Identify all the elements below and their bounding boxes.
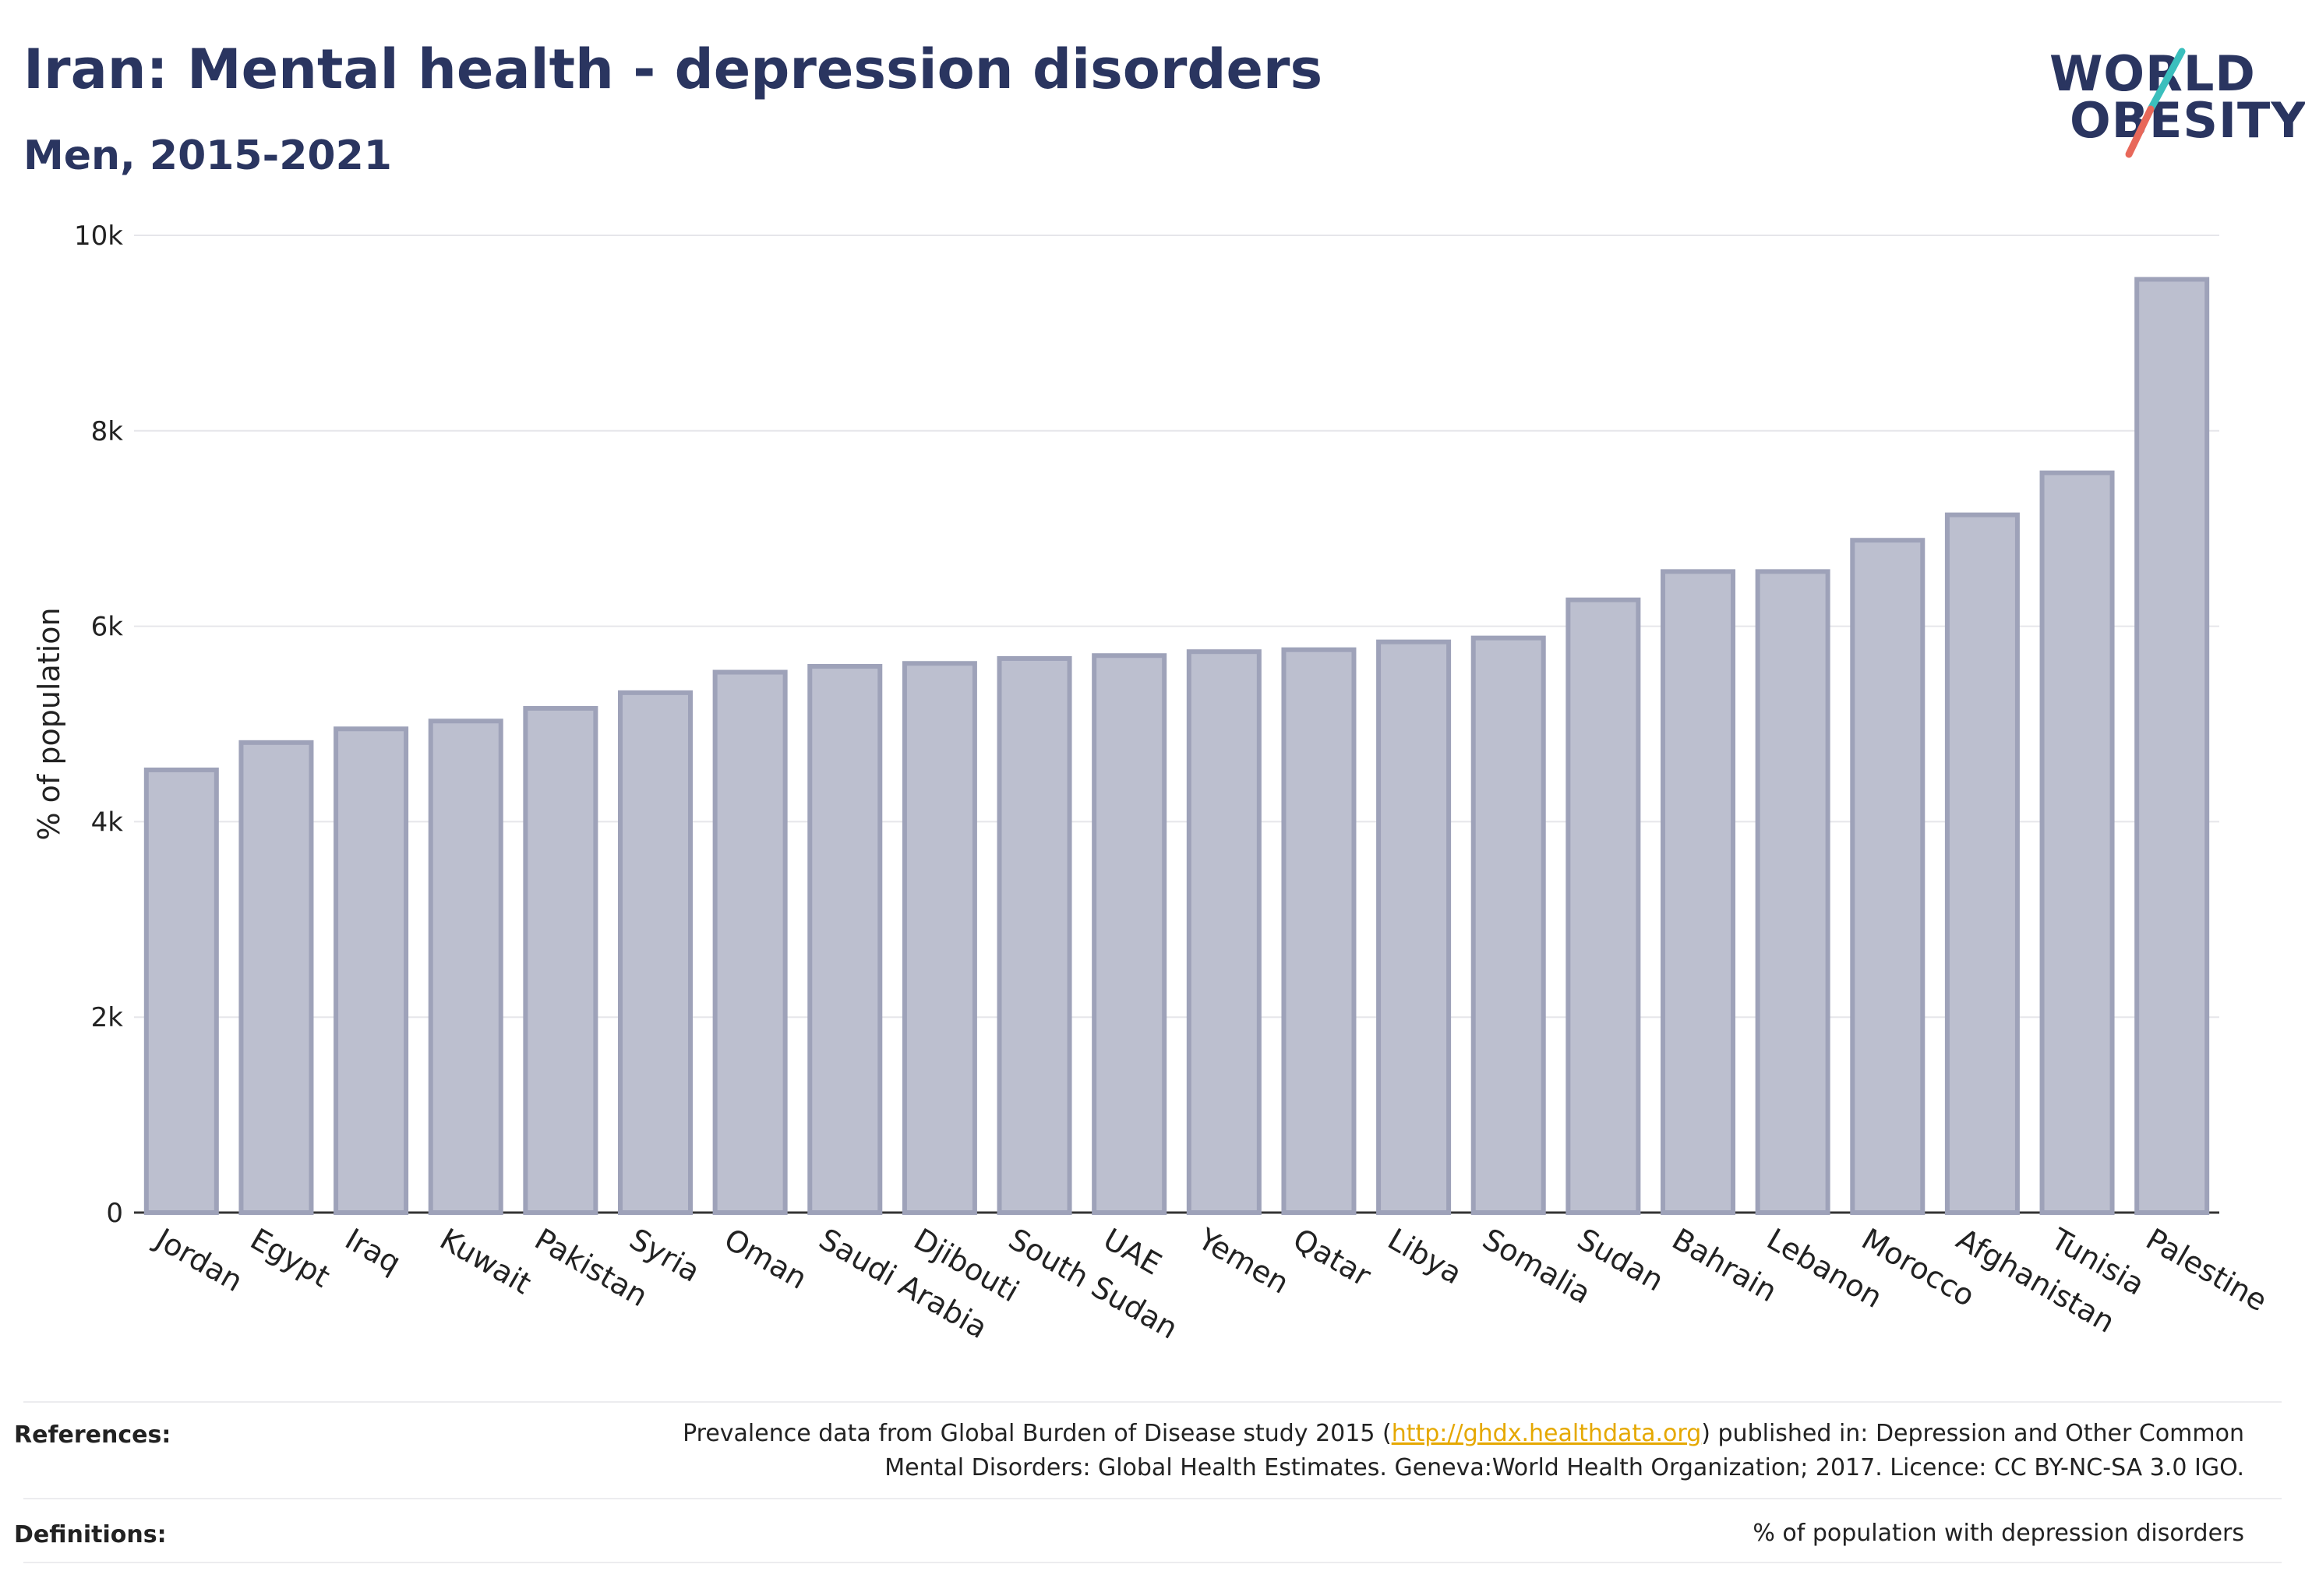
x-tick-label: Qatar xyxy=(1287,1222,1377,1294)
bar-lebanon[interactable] xyxy=(1755,569,1830,1215)
y-tick-label: 10k xyxy=(74,221,123,252)
references-line1-pre: Prevalence data from Global Burden of Di… xyxy=(683,1420,1392,1447)
bar-morocco[interactable] xyxy=(1850,538,1926,1215)
y-tick-label: 8k xyxy=(91,416,124,447)
logo-line-2: OBESITY xyxy=(2070,92,2305,149)
y-axis-title: % of population xyxy=(32,607,66,840)
bar-afghanistan[interactable] xyxy=(1944,512,2020,1215)
bar-oman[interactable] xyxy=(712,669,788,1215)
bar-uae[interactable] xyxy=(1092,653,1167,1215)
world-obesity-logo: WORLD OBESITY xyxy=(2042,23,2305,164)
x-tick-label: Libya xyxy=(1382,1222,1468,1291)
bar-sudan[interactable] xyxy=(1565,597,1641,1215)
bar-egypt[interactable] xyxy=(238,740,314,1215)
bars xyxy=(143,277,2210,1215)
bar-syria[interactable] xyxy=(617,690,694,1215)
bar-pakistan[interactable] xyxy=(523,705,598,1215)
x-tick-label: Egypt xyxy=(245,1222,336,1294)
y-tick-label: 0 xyxy=(106,1198,123,1229)
bar-south-sudan[interactable] xyxy=(997,655,1072,1215)
x-tick-label: Oman xyxy=(718,1222,813,1296)
x-tick-label: Somalia xyxy=(1477,1222,1597,1311)
bar-somalia[interactable] xyxy=(1470,635,1546,1215)
x-tick-label: Palestine xyxy=(2141,1222,2273,1319)
references-line1-post: ) published in: Depression and Other Com… xyxy=(1701,1420,2244,1447)
x-tick-label: Bahrain xyxy=(1667,1222,1783,1309)
y-tick-label: 2k xyxy=(91,1002,124,1033)
x-tick-label: Jordan xyxy=(149,1221,249,1299)
y-tick-label: 4k xyxy=(91,807,124,838)
bar-tunisia[interactable] xyxy=(2039,470,2115,1215)
logo-line-1: WORLD xyxy=(2049,45,2256,102)
x-tick-label: Kuwait xyxy=(434,1222,537,1301)
chart-subtitle: Men, 2015-2021 xyxy=(23,132,392,179)
footer-divider-bottom xyxy=(23,1562,2282,1563)
y-tick-label: 6k xyxy=(91,612,124,643)
logo-slash-icon xyxy=(2125,48,2186,158)
bar-qatar[interactable] xyxy=(1281,647,1357,1215)
chart-title: Iran: Mental health - depression disorde… xyxy=(23,37,1323,101)
bar-djibouti[interactable] xyxy=(902,661,977,1215)
bar-jordan[interactable] xyxy=(143,767,219,1215)
definitions-label: Definitions: xyxy=(14,1521,167,1548)
x-tick-label: Iraq xyxy=(340,1222,407,1280)
x-tick-label: South Sudan xyxy=(1003,1222,1184,1346)
references-line2: Mental Disorders: Global Health Estimate… xyxy=(884,1454,2244,1481)
references-text: Prevalence data from Global Burden of Di… xyxy=(683,1417,2244,1485)
definitions-text: % of population with depression disorder… xyxy=(1753,1520,2244,1547)
bar-yemen[interactable] xyxy=(1186,649,1262,1215)
bar-libya[interactable] xyxy=(1376,639,1452,1215)
references-label: References: xyxy=(14,1421,171,1449)
references-link[interactable]: http://ghdx.healthdata.org xyxy=(1391,1420,1702,1447)
y-tick-labels: 0 2k 4k 6k 8k 10k xyxy=(74,221,123,1229)
bar-iraq[interactable] xyxy=(334,726,409,1215)
footer-divider-top xyxy=(23,1401,2282,1403)
bar-bahrain[interactable] xyxy=(1660,569,1736,1215)
x-tick-label: Yemen xyxy=(1191,1221,1294,1301)
bar-palestine[interactable] xyxy=(2134,277,2210,1215)
bar-saudi-arabia[interactable] xyxy=(807,664,883,1215)
bar-kuwait[interactable] xyxy=(428,719,503,1215)
footer-divider-mid xyxy=(23,1498,2282,1499)
